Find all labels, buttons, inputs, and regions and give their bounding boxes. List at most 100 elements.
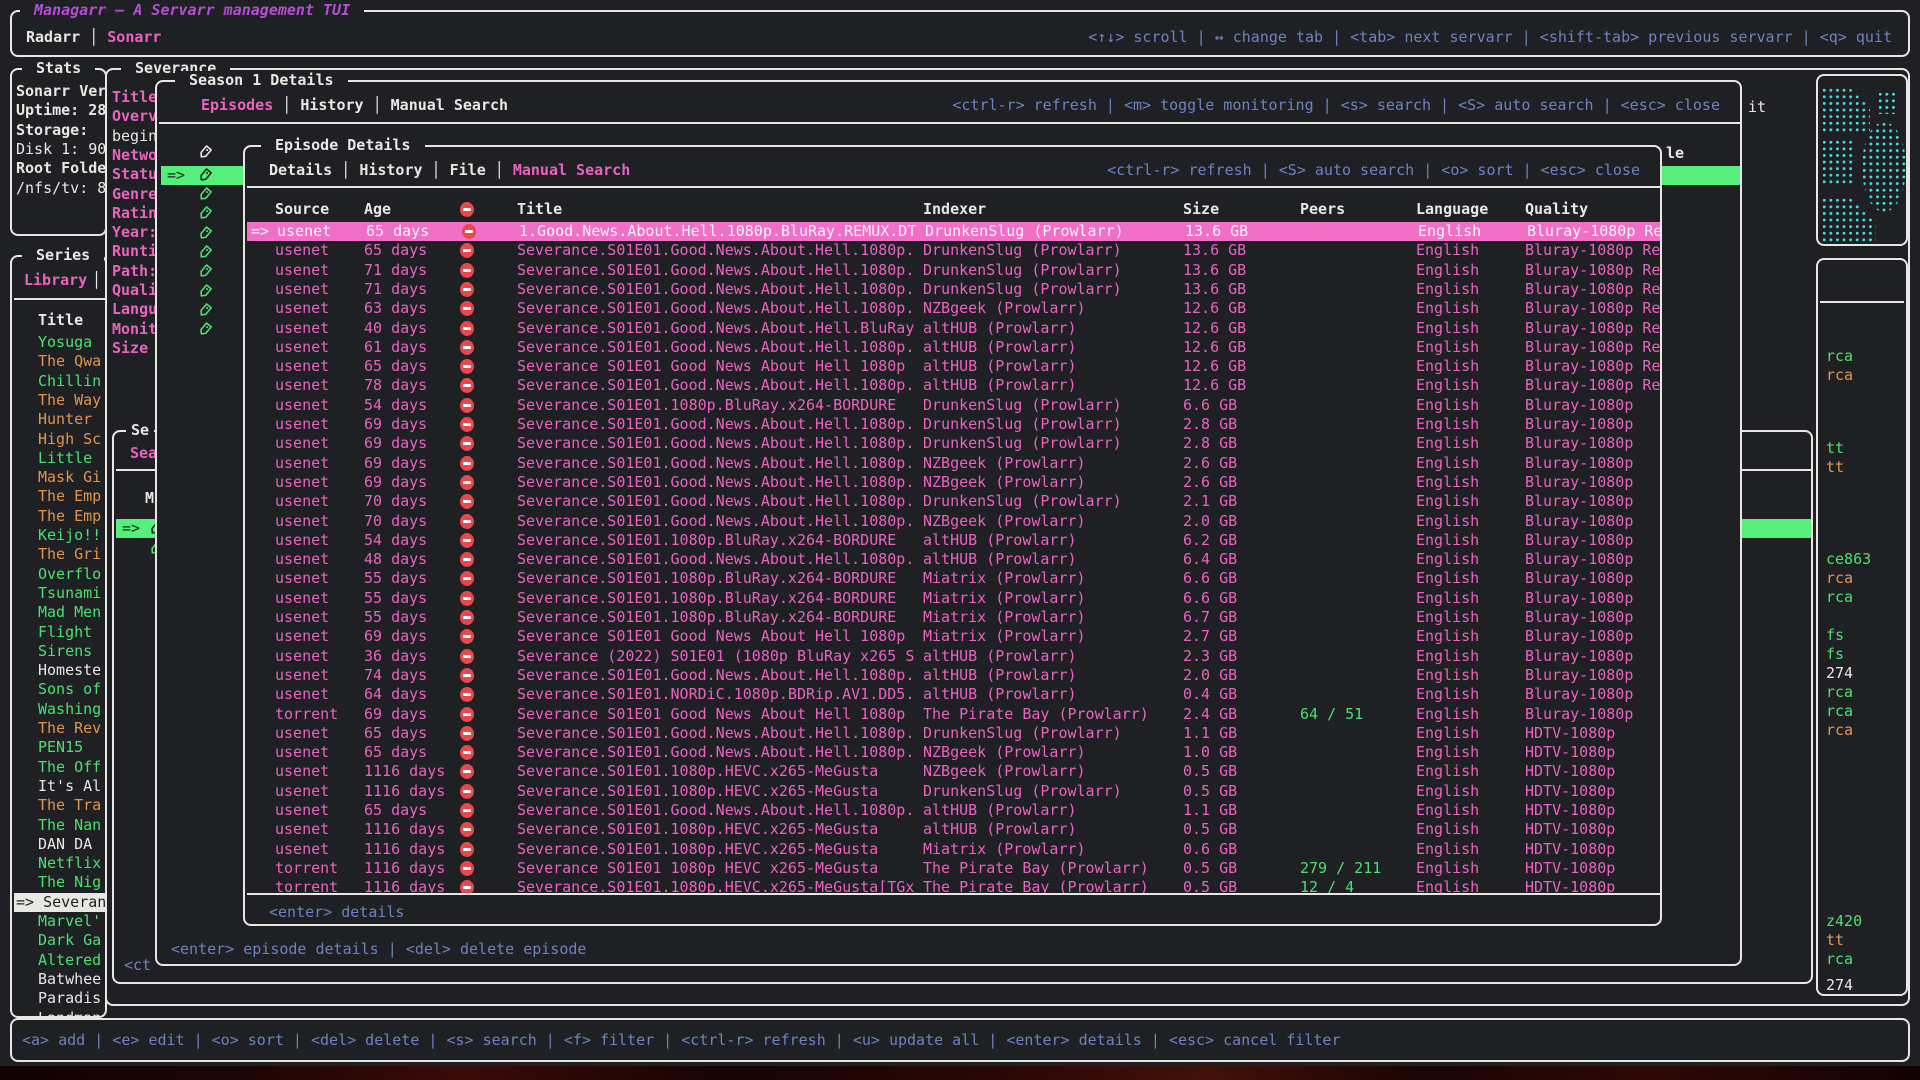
column-header-age[interactable]: Age (364, 200, 392, 218)
tab-library[interactable]: Library (24, 271, 88, 289)
release-row[interactable]: usenet 1116 days Severance.S01E01.1080p.HE… (245, 820, 1660, 839)
release-row[interactable]: usenet 65 days Severance S01E01 Good News … (245, 357, 1660, 376)
release-row[interactable]: usenet 54 days Severance.S01E01.1080p.BluR… (245, 396, 1660, 415)
column-header-language[interactable]: Language (1416, 200, 1489, 218)
release-row[interactable]: usenet 65 days Severance.S01E01.Good.News.… (245, 724, 1660, 743)
series-item-selected[interactable]: => Severan (14, 892, 106, 912)
series-item[interactable]: Dark Ga (38, 931, 102, 950)
series-item[interactable]: It's Al (38, 776, 102, 795)
series-item[interactable]: Altered (38, 950, 102, 969)
release-row[interactable]: usenet 63 days Severance.S01E01.Good.News.… (245, 299, 1660, 318)
release-row[interactable]: usenet 69 days Severance.S01E01.Good.News.… (245, 434, 1660, 453)
release-row[interactable]: usenet 70 days Severance.S01E01.Good.News.… (245, 512, 1660, 531)
tab-manual-search[interactable]: Manual Search (390, 96, 509, 114)
column-header-peers[interactable]: Peers (1300, 200, 1346, 218)
episode-details-tabs: Details │ History │ File │ Manual Search (269, 161, 630, 180)
release-row[interactable]: torrent 1116 days Severance S01E01 1080p H… (245, 859, 1660, 878)
right-column-fragment: 274 (1826, 664, 1854, 682)
series-item[interactable]: The Tra (38, 796, 102, 815)
series-item[interactable]: Sirens (38, 641, 93, 660)
release-source: usenet (275, 569, 330, 588)
release-row[interactable]: usenet 55 days Severance.S01E01.1080p.BluR… (245, 569, 1660, 588)
release-age: 69 days (364, 704, 428, 723)
release-row[interactable]: usenet 65 days Severance.S01E01.Good.News.… (245, 801, 1660, 820)
tag-icon (197, 205, 213, 222)
release-row[interactable]: usenet 1116 days Severance.S01E01.1080p.HE… (245, 840, 1660, 859)
release-row[interactable]: usenet 55 days Severance.S01E01.1080p.BluR… (245, 608, 1660, 627)
release-row[interactable]: usenet 40 days Severance.S01E01.Good.News.… (245, 319, 1660, 338)
release-row[interactable]: usenet 71 days Severance.S01E01.Good.News.… (245, 261, 1660, 280)
column-header-indexer[interactable]: Indexer (923, 200, 987, 218)
no-entry-icon (460, 378, 474, 394)
release-row[interactable]: usenet 78 days Severance.S01E01.Good.News.… (245, 376, 1660, 395)
column-header-title[interactable]: Title (517, 200, 563, 218)
series-item[interactable]: Sons of (38, 680, 102, 699)
release-row[interactable]: usenet 64 days Severance.S01E01.NORDiC.108… (245, 685, 1660, 704)
release-row[interactable]: usenet 74 days Severance.S01E01.Good.News.… (245, 666, 1660, 685)
series-item[interactable]: Tsunami (38, 583, 102, 602)
release-row[interactable]: usenet 1116 days Severance.S01E01.1080p.HE… (245, 762, 1660, 781)
release-row[interactable]: torrent 69 days Severance S01E01 Good News… (245, 705, 1660, 724)
series-item[interactable]: Little (38, 448, 93, 467)
tab-history[interactable]: History (359, 161, 423, 179)
series-item[interactable]: Washing (38, 699, 102, 718)
series-item[interactable]: The Qwa (38, 352, 102, 371)
series-item[interactable]: Flight (38, 622, 93, 641)
release-row[interactable]: usenet 69 days Severance.S01E01.Good.News.… (245, 415, 1660, 434)
series-item[interactable]: The Rev (38, 719, 102, 737)
series-item[interactable]: Batwhee (38, 969, 102, 988)
series-item[interactable]: Mask Gi (38, 468, 102, 487)
tab-file[interactable]: File (449, 161, 486, 179)
column-header-size[interactable]: Size (1183, 200, 1220, 218)
tab-manual-search[interactable]: Manual Search (512, 161, 631, 179)
stats-line: Root Folde (16, 159, 107, 178)
release-language: English (1416, 781, 1480, 800)
series-item[interactable]: The Off (38, 757, 102, 776)
series-item[interactable]: Marvel' (38, 912, 102, 930)
series-item[interactable]: The Nan (38, 815, 102, 834)
release-quality: Bluray-1080p (1525, 550, 1634, 569)
series-item[interactable]: The Nig (38, 873, 102, 892)
release-row[interactable]: usenet 65 days Severance.S01E01.Good.News.… (245, 743, 1660, 762)
series-item[interactable]: The Emp (38, 487, 102, 506)
series-item[interactable]: Mad Men (38, 603, 102, 622)
series-item[interactable]: Overflo (38, 564, 102, 583)
release-row[interactable]: torrent 1116 days Severance.S01E01.1080p.H… (245, 878, 1660, 897)
release-row[interactable]: usenet 55 days Severance.S01E01.1080p.BluR… (245, 589, 1660, 608)
release-row[interactable]: usenet 65 days Severance.S01E01.Good.News.… (245, 241, 1660, 260)
series-item[interactable]: Netflix (38, 854, 102, 873)
release-source: usenet (275, 627, 330, 646)
release-row[interactable]: usenet 48 days Severance.S01E01.Good.News.… (245, 550, 1660, 569)
series-item[interactable]: The Emp (38, 506, 102, 525)
tab-episodes[interactable]: Episodes (201, 96, 274, 114)
release-row[interactable]: => usenet 65 days 1.Good.News.About.Hell.10… (247, 222, 1662, 241)
column-header-source[interactable]: Source (275, 200, 330, 218)
series-item[interactable]: Homeste (38, 661, 102, 680)
tab-sonarr[interactable]: Sonarr (107, 28, 162, 46)
series-item[interactable]: Paradis (38, 989, 102, 1008)
series-item[interactable]: Yosuga (38, 333, 93, 351)
release-row[interactable]: usenet 69 days Severance.S01E01.Good.News.… (245, 454, 1660, 473)
release-row[interactable]: usenet 54 days Severance.S01E01.1080p.BluR… (245, 531, 1660, 550)
occluded-panel-tab-fragment[interactable]: Sea (130, 444, 158, 462)
series-item[interactable]: Hunter (38, 410, 93, 429)
series-item[interactable]: The Gri (38, 545, 102, 564)
release-row[interactable]: usenet 69 days Severance S01E01 Good News … (245, 627, 1660, 646)
tab-radarr[interactable]: Radarr (26, 28, 81, 46)
series-item[interactable]: Keijo!! (38, 526, 102, 544)
series-item[interactable]: High Sc (38, 429, 102, 448)
release-row[interactable]: usenet 71 days Severance.S01E01.Good.News.… (245, 280, 1660, 299)
tab-details[interactable]: Details (269, 161, 333, 179)
release-size: 2.0 GB (1183, 511, 1238, 530)
release-row[interactable]: usenet 69 days Severance.S01E01.Good.News.… (245, 473, 1660, 492)
series-item[interactable]: PEN15 (38, 738, 84, 757)
tab-history[interactable]: History (300, 96, 364, 114)
release-row[interactable]: usenet 70 days Severance.S01E01.Good.News.… (245, 492, 1660, 511)
series-item[interactable]: Chillin (38, 371, 102, 390)
series-item[interactable]: The Way (38, 390, 102, 409)
release-row[interactable]: usenet 61 days Severance.S01E01.Good.News.… (245, 338, 1660, 357)
series-item[interactable]: DAN DA (38, 834, 93, 853)
column-header-quality[interactable]: Quality (1525, 200, 1589, 218)
release-row[interactable]: usenet 36 days Severance (2022) S01E01 (10… (245, 647, 1660, 666)
release-row[interactable]: usenet 1116 days Severance.S01E01.1080p.HE… (245, 782, 1660, 801)
